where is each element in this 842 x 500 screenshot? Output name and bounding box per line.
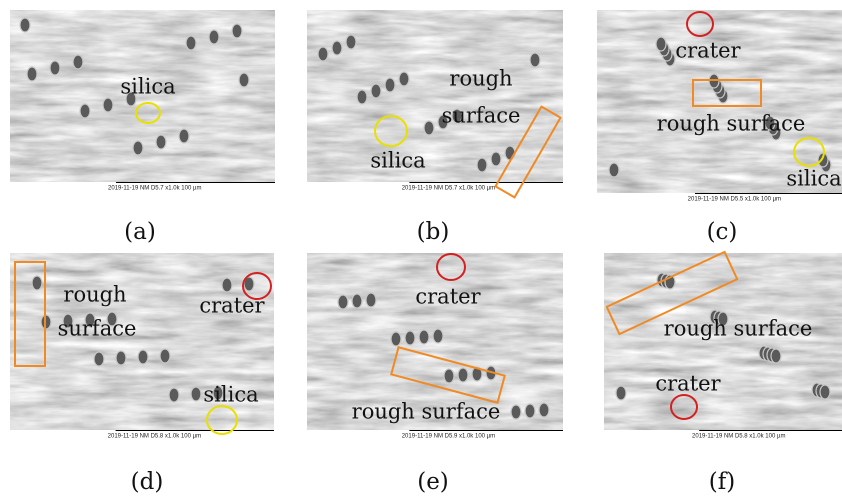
annotation: rough surface [352, 400, 501, 424]
pore [346, 35, 356, 49]
annotation: surface [58, 317, 137, 341]
pore [318, 47, 328, 61]
panel: 2019-11-19 NM D5.8 x1.0k 100 µm rough sur… [604, 252, 842, 495]
pore [419, 330, 429, 344]
pore [771, 349, 781, 363]
panel: 2019-11-19 NM D5.8 x1.0k 100 µm rough surf… [10, 253, 274, 495]
pore [444, 369, 454, 383]
panel-label: (d) [131, 469, 164, 495]
pore [357, 90, 367, 104]
annotation: silica [203, 383, 258, 407]
image-info: 2019-11-19 NM D5.5 x1.0k 100 µm [688, 197, 781, 203]
pore [103, 98, 113, 112]
panel-label: (c) [707, 219, 738, 245]
pore [232, 24, 242, 38]
pore [332, 41, 342, 55]
panel: 2019-11-19 NM D5.7 x1.0k 100 µm silica (a) [10, 10, 275, 245]
pore [116, 351, 126, 365]
panel: 2019-11-19 NM D5.5 x1.0k 100 µm crater rou… [597, 10, 842, 245]
pore [424, 121, 434, 135]
pore [133, 141, 143, 155]
pore [656, 37, 666, 51]
image-info: 2019-11-19 NM D5.9 x1.0k 100 µm [402, 434, 495, 440]
annotation: silica [786, 167, 841, 191]
annotation: silica [120, 75, 175, 99]
panel: 2019-11-19 NM D5.7 x1.0k 100 µm rough surf… [307, 10, 563, 245]
pore [32, 276, 42, 290]
pore [609, 163, 619, 177]
panel-label: (b) [417, 219, 450, 245]
pore [179, 129, 189, 143]
pore [27, 67, 37, 81]
pore [209, 30, 219, 44]
pore [338, 295, 348, 309]
pore [352, 294, 362, 308]
annotation: crater [655, 372, 721, 396]
figure: 2019-11-19 NM D5.7 x1.0k 100 µm silica (a)… [0, 0, 842, 500]
sem-image [307, 10, 563, 182]
pore [511, 405, 521, 419]
pore [222, 278, 232, 292]
image-info: 2019-11-19 NM D5.8 x1.0k 100 µm [108, 434, 201, 440]
pore [239, 73, 249, 87]
pore [73, 55, 83, 69]
pore [20, 18, 30, 32]
pore [160, 349, 170, 363]
pore [491, 152, 501, 166]
image-info: 2019-11-19 NM D5.7 x1.0k 100 µm [108, 186, 201, 192]
panel-label: (e) [417, 469, 449, 495]
pore [820, 385, 830, 399]
annotation: rough surface [657, 112, 806, 136]
pore [405, 331, 415, 345]
annotation: rough surface [664, 317, 813, 341]
pore [80, 104, 90, 118]
pore [94, 352, 104, 366]
pore [616, 386, 626, 400]
annotation: crater [675, 39, 741, 63]
panel: 2019-11-19 NM D5.9 x1.0k 100 µm crater rou… [307, 253, 563, 495]
annotation: silica [370, 149, 425, 173]
pore [138, 350, 148, 364]
panel-label: (f) [709, 469, 735, 495]
pore [169, 388, 179, 402]
annotation: surface [442, 104, 521, 128]
pore [385, 78, 395, 92]
annotation: rough [63, 283, 126, 307]
pore [530, 53, 540, 67]
pore [539, 403, 549, 417]
annotation: crater [415, 285, 481, 309]
pore [525, 404, 535, 418]
image-info: 2019-11-19 NM D5.7 x1.0k 100 µm [402, 186, 495, 192]
pore [186, 36, 196, 50]
annotation: rough [449, 67, 512, 91]
pore [156, 135, 166, 149]
annotation: crater [199, 294, 265, 318]
panel-label: (a) [124, 219, 156, 245]
pore [477, 158, 487, 172]
image-info: 2019-11-19 NM D5.8 x1.0k 100 µm [692, 434, 785, 440]
pore [505, 146, 515, 160]
sem-image [604, 253, 842, 430]
pore [391, 332, 401, 346]
pore [371, 84, 381, 98]
pore [50, 61, 60, 75]
pore [191, 387, 201, 401]
pore [366, 293, 376, 307]
pore [433, 329, 443, 343]
pore [399, 72, 409, 86]
pore [458, 368, 468, 382]
